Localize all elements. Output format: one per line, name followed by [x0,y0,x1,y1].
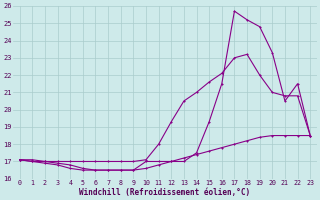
X-axis label: Windchill (Refroidissement éolien,°C): Windchill (Refroidissement éolien,°C) [79,188,251,197]
